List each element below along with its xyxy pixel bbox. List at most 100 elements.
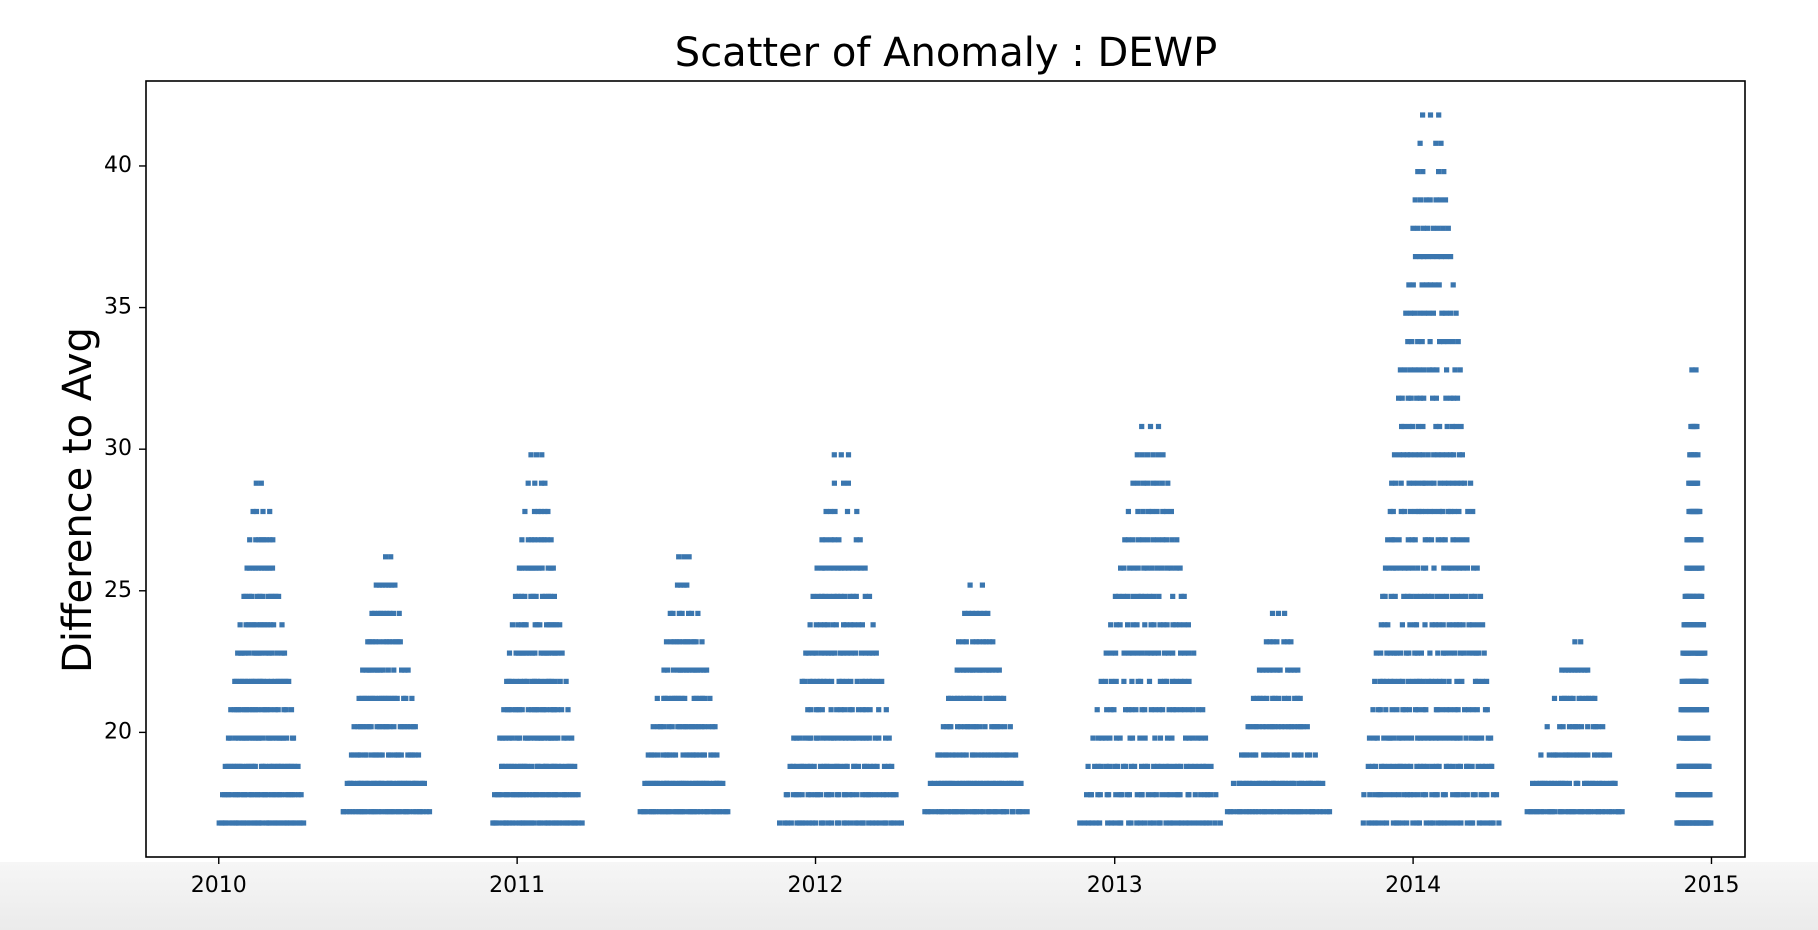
scatter-point xyxy=(867,792,873,798)
scatter-point xyxy=(1545,780,1551,786)
scatter-point xyxy=(818,622,824,628)
scatter-point xyxy=(1129,678,1135,684)
scatter-point xyxy=(352,809,358,815)
scatter-point xyxy=(1469,593,1475,599)
scatter-point xyxy=(824,678,830,684)
scatter-point xyxy=(1005,752,1011,758)
scatter-point xyxy=(1453,423,1459,430)
scatter-point xyxy=(1480,820,1486,826)
scatter-point xyxy=(1442,537,1448,543)
scatter-point xyxy=(828,650,835,656)
scatter-point xyxy=(525,565,531,571)
scatter-point xyxy=(1432,282,1438,288)
scatter-point xyxy=(1391,792,1397,798)
scatter-point xyxy=(1381,792,1388,798)
scatter-point xyxy=(669,724,675,730)
scatter-point xyxy=(1399,678,1405,684)
scatter-point xyxy=(1163,537,1169,543)
scatter-point xyxy=(1457,367,1463,373)
scatter-point xyxy=(555,735,561,741)
scatter-point xyxy=(1591,809,1598,815)
scatter-point xyxy=(823,508,829,515)
scatter-point xyxy=(259,565,265,571)
scatter-point xyxy=(1393,565,1399,571)
scatter-point xyxy=(1534,780,1540,786)
scatter-point xyxy=(657,809,663,815)
scatter-point xyxy=(1433,735,1439,741)
scatter-point xyxy=(1458,650,1464,656)
scatter-point xyxy=(777,820,783,826)
scatter-point xyxy=(701,752,707,758)
scatter-point xyxy=(822,650,828,656)
scatter-point xyxy=(1257,695,1263,701)
scatter-point xyxy=(679,695,685,701)
scatter-point xyxy=(866,735,872,741)
scatter-point xyxy=(831,565,837,571)
scatter-point xyxy=(1150,537,1156,543)
scatter-point xyxy=(391,809,397,815)
scatter-point xyxy=(973,809,979,815)
scatter-point xyxy=(387,780,393,786)
scatter-point xyxy=(545,565,551,571)
scatter-point xyxy=(1699,593,1705,599)
scatter-point xyxy=(944,780,950,786)
scatter-point xyxy=(390,780,396,786)
scatter-point xyxy=(1422,622,1428,628)
scatter-point xyxy=(847,792,853,798)
scatter-point xyxy=(1421,735,1427,741)
scatter-point xyxy=(1112,763,1118,769)
scatter-point xyxy=(1608,809,1614,815)
scatter-point xyxy=(1436,112,1442,118)
scatter-point xyxy=(782,820,788,826)
scatter-point xyxy=(670,809,676,815)
scatter-point xyxy=(1410,820,1416,826)
scatter-point xyxy=(693,639,699,645)
scatter-point xyxy=(889,763,895,769)
scatter-point xyxy=(1474,565,1480,571)
scatter-point xyxy=(1401,593,1407,599)
scatter-point xyxy=(291,763,298,769)
scatter-point xyxy=(1113,650,1119,656)
scatter-point xyxy=(1173,622,1179,628)
scatter-point xyxy=(493,820,499,826)
scatter-point xyxy=(1191,650,1197,656)
scatter-point xyxy=(381,610,387,616)
scatter-point xyxy=(1546,752,1552,758)
scatter-point xyxy=(256,565,262,571)
scatter-point xyxy=(1264,780,1270,786)
scatter-point xyxy=(1097,792,1103,798)
scatter-point xyxy=(813,650,819,656)
scatter-point xyxy=(973,610,979,616)
scatter-point xyxy=(928,809,934,815)
scatter-point xyxy=(1439,310,1445,316)
scatter-point xyxy=(535,537,541,543)
scatter-point xyxy=(1417,395,1423,401)
scatter-point xyxy=(1407,508,1414,515)
scatter-point xyxy=(409,695,415,701)
scatter-point xyxy=(1108,622,1114,628)
scatter-point xyxy=(1408,763,1414,769)
scatter-point xyxy=(831,480,837,486)
scatter-point xyxy=(976,639,982,645)
scatter-point xyxy=(290,735,297,741)
scatter-point xyxy=(1256,724,1262,730)
scatter-point xyxy=(559,820,565,826)
scatter-point xyxy=(854,508,860,515)
scatter-point xyxy=(275,763,282,769)
scatter-point xyxy=(1703,678,1709,684)
scatter-point xyxy=(417,809,423,815)
scatter-point xyxy=(398,752,404,758)
scatter-point xyxy=(1439,707,1445,713)
scatter-point xyxy=(421,780,427,786)
scatter-point xyxy=(848,820,854,826)
scatter-point xyxy=(1468,735,1474,741)
scatter-point xyxy=(1420,452,1426,458)
scatter-point xyxy=(269,650,275,656)
scatter-point xyxy=(1259,780,1265,786)
scatter-point xyxy=(1402,707,1408,713)
scatter-point xyxy=(883,792,889,798)
scatter-point xyxy=(1438,254,1444,260)
scatter-point xyxy=(252,820,258,826)
scatter-point xyxy=(940,752,946,758)
scatter-point xyxy=(1161,622,1167,628)
